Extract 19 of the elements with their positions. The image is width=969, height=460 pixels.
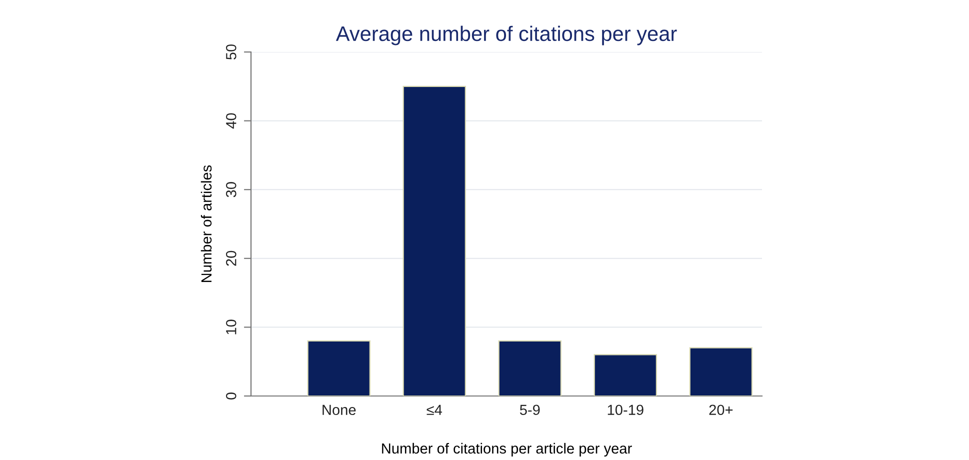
bar	[498, 340, 562, 396]
bar	[402, 86, 466, 396]
x-tick-label: 20+	[709, 404, 733, 416]
chart-title: Average number of citations per year	[336, 26, 677, 46]
x-axis-title: Number of citations per article per year	[382, 442, 632, 457]
y-tick-label: 20	[226, 250, 236, 266]
x-tick-label: None	[322, 404, 356, 416]
x-tick-label: 5-9	[520, 404, 540, 416]
bar	[594, 354, 658, 396]
y-tick-label: 10	[226, 320, 236, 334]
x-tick-label: ≤4	[426, 404, 442, 415]
x-tick-label: 10-19	[608, 404, 644, 416]
bar	[307, 340, 370, 396]
y-tick-label: 0	[226, 392, 236, 400]
bar	[689, 347, 753, 396]
y-tick-label: 30	[226, 182, 236, 198]
y-tick-label: 40	[226, 113, 236, 129]
y-tick-label: 50	[226, 44, 236, 60]
y-axis-title: Number of articles	[200, 165, 212, 282]
